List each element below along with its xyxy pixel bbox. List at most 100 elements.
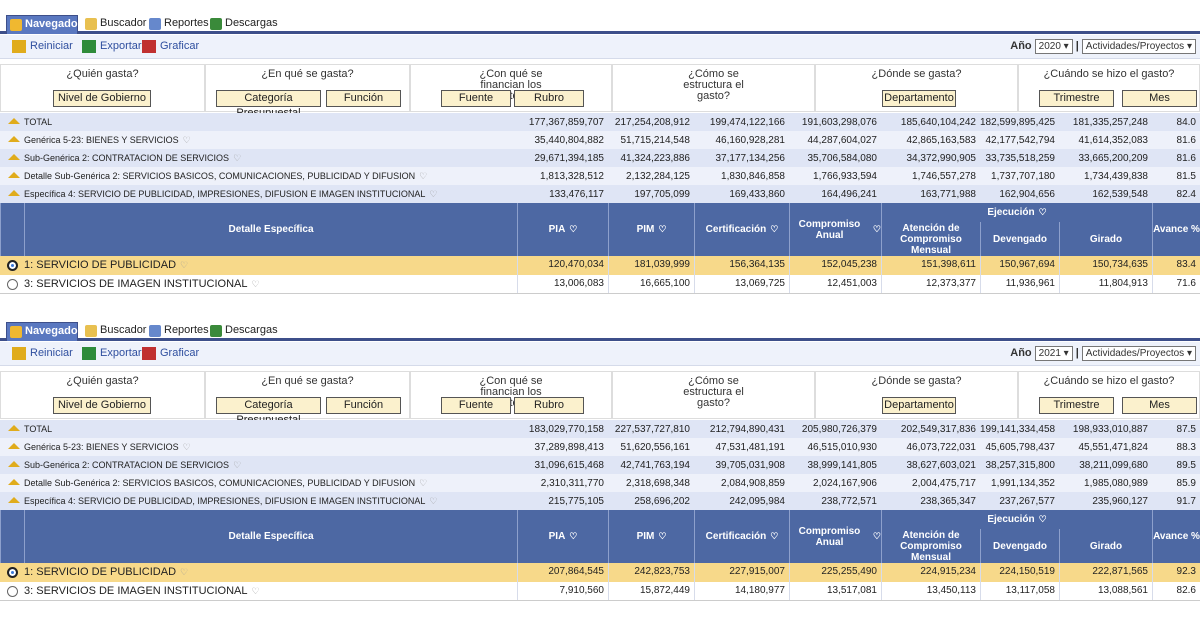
data-row[interactable]: 1: SERVICIO DE PUBLICIDAD ♡ 207,864,545 242… [0,563,1200,582]
tab-descargas[interactable]: Descargas [207,15,278,34]
export-button[interactable]: Exportar [82,347,142,360]
info-bubble-icon[interactable]: ♡ [251,586,260,596]
summary-row[interactable]: Específica 4: SERVICIO DE PUBLICIDAD, IM… [0,492,1200,510]
info-bubble-icon[interactable]: ♡ [419,171,428,181]
mes-button[interactable]: Mes [1122,90,1197,107]
summary-label-text: Sub-Genérica 2: CONTRATACION DE SERVICIO… [24,153,230,163]
header-compromiso[interactable]: Compromiso Anual ♡ [789,203,881,256]
info-bubble-icon[interactable]: ♡ [251,279,260,289]
header-ejecucion[interactable]: Ejecución ♡ [881,203,1152,222]
question-2: ¿En qué se gasta? Categoría Presupuestal F… [205,371,410,426]
header-certificacion[interactable]: Certificación ♡ [694,203,789,256]
info-bubble-icon[interactable]: ♡ [770,224,779,234]
summary-value: 44,287,604,027 [807,135,877,146]
row-radio[interactable] [7,567,18,578]
fuente-button[interactable]: Fuente [441,90,511,107]
row-value: 13,069,725 [734,278,785,289]
rubro-button[interactable]: Rubro [514,397,584,414]
header-ejecucion[interactable]: Ejecución ♡ [881,510,1152,529]
collapse-up-icon[interactable] [8,154,20,160]
tab-navegador[interactable]: Navegador [6,15,82,34]
summary-row[interactable]: Sub-Genérica 2: CONTRATACION DE SERVICIO… [0,456,1200,474]
collapse-up-icon[interactable] [8,118,20,124]
info-bubble-icon[interactable]: ♡ [180,567,189,577]
header-pia[interactable]: PIA ♡ [517,203,608,256]
info-bubble-icon[interactable]: ♡ [233,153,242,163]
header-pim[interactable]: PIM ♡ [608,510,694,563]
función-button[interactable]: Función [326,397,401,414]
collapse-up-icon[interactable] [8,479,20,485]
tab-buscador[interactable]: Buscador [82,322,146,341]
mes-button[interactable]: Mes [1122,397,1197,414]
summary-row[interactable]: Detalle Sub-Genérica 2: SERVICIOS BASICO… [0,474,1200,492]
summary-row[interactable]: Específica 4: SERVICIO DE PUBLICIDAD, IM… [0,185,1200,203]
row-radio[interactable] [7,586,18,597]
summary-row[interactable]: Detalle Sub-Genérica 2: SERVICIOS BASICO… [0,167,1200,185]
trimestre-button[interactable]: Trimestre [1039,397,1114,414]
info-bubble-icon[interactable]: ♡ [658,531,667,541]
fuente-button[interactable]: Fuente [441,397,511,414]
categoría-presupuestal-button[interactable]: Categoría Presupuestal [216,397,321,426]
summary-row[interactable]: Sub-Genérica 2: CONTRATACION DE SERVICIO… [0,149,1200,167]
summary-row[interactable]: Genérica 5-23: BIENES Y SERVICIOS ♡ 37,289… [0,438,1200,456]
tab-reportes[interactable]: Reportes [146,15,209,34]
data-row[interactable]: 1: SERVICIO DE PUBLICIDAD ♡ 120,470,034 181… [0,256,1200,275]
info-bubble-icon[interactable]: ♡ [1038,514,1047,524]
info-bubble-icon[interactable]: ♡ [419,478,428,488]
collapse-up-icon[interactable] [8,497,20,503]
info-bubble-icon[interactable]: ♡ [429,496,438,506]
data-row[interactable]: 3: SERVICIOS DE IMAGEN INSTITUCIONAL ♡ 13,… [0,275,1200,294]
nivel-de-gobierno-button[interactable]: Nivel de Gobierno [53,90,151,107]
collapse-up-icon[interactable] [8,425,20,431]
row-radio[interactable] [7,260,18,271]
collapse-up-icon[interactable] [8,172,20,178]
summary-row[interactable]: TOTAL 183,029,770,158 227,537,727,810 212,7… [0,420,1200,438]
info-bubble-icon[interactable]: ♡ [429,189,438,199]
rubro-button[interactable]: Rubro [514,90,584,107]
nivel-de-gobierno-button[interactable]: Nivel de Gobierno [53,397,151,414]
tab-navegador[interactable]: Navegador [6,322,82,341]
chart-button[interactable]: Graficar [142,40,199,53]
header-certificacion[interactable]: Certificación ♡ [694,510,789,563]
info-bubble-icon[interactable]: ♡ [182,442,191,452]
header-compromiso[interactable]: Compromiso Anual ♡ [789,510,881,563]
info-bubble-icon[interactable]: ♡ [1038,207,1047,217]
view-select[interactable]: Actividades/Proyectos ▾ [1081,39,1196,54]
header-pia[interactable]: PIA ♡ [517,510,608,563]
info-bubble-icon[interactable]: ♡ [658,224,667,234]
info-bubble-icon[interactable]: ♡ [182,135,191,145]
summary-row[interactable]: Genérica 5-23: BIENES Y SERVICIOS ♡ 35,440… [0,131,1200,149]
info-bubble-icon[interactable]: ♡ [569,224,578,234]
reset-button[interactable]: Reiniciar [12,40,73,53]
departamento-button[interactable]: Departamento [882,90,956,107]
collapse-up-icon[interactable] [8,461,20,467]
info-bubble-icon[interactable]: ♡ [872,224,881,234]
tab-reportes[interactable]: Reportes [146,322,209,341]
column-divider [694,256,695,275]
chart-button[interactable]: Graficar [142,347,199,360]
info-bubble-icon[interactable]: ♡ [180,260,189,270]
categoría-presupuestal-button[interactable]: Categoría Presupuestal [216,90,321,119]
función-button[interactable]: Función [326,90,401,107]
info-bubble-icon[interactable]: ♡ [569,531,578,541]
year-select[interactable]: 2020 ▾ [1034,39,1073,54]
tab-buscador[interactable]: Buscador [82,15,146,34]
info-bubble-icon[interactable]: ♡ [770,531,779,541]
trimestre-button[interactable]: Trimestre [1039,90,1114,107]
export-button[interactable]: Exportar [82,40,142,53]
row-radio[interactable] [7,279,18,290]
info-bubble-icon[interactable]: ♡ [872,531,881,541]
summary-row[interactable]: TOTAL 177,367,859,707 217,254,208,912 199,4… [0,113,1200,131]
header-pim[interactable]: PIM ♡ [608,203,694,256]
view-select[interactable]: Actividades/Proyectos ▾ [1081,346,1196,361]
collapse-up-icon[interactable] [8,136,20,142]
data-row[interactable]: 3: SERVICIOS DE IMAGEN INSTITUCIONAL ♡ 7,9… [0,582,1200,601]
collapse-up-icon[interactable] [8,443,20,449]
year-select[interactable]: 2021 ▾ [1034,346,1073,361]
info-bubble-icon[interactable]: ♡ [233,460,242,470]
tab-descargas[interactable]: Descargas [207,322,278,341]
collapse-up-icon[interactable] [8,190,20,196]
reset-button[interactable]: Reiniciar [12,347,73,360]
summary-label: TOTAL [24,424,52,434]
departamento-button[interactable]: Departamento [882,397,956,414]
